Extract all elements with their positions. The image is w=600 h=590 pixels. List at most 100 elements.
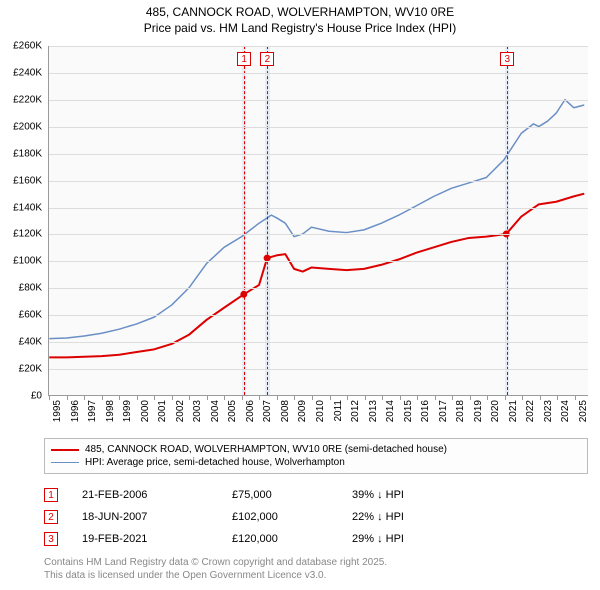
sale-price: £120,000 xyxy=(232,533,352,545)
x-axis-tick xyxy=(84,396,85,400)
series-line-hpi xyxy=(49,100,584,339)
sale-price: £102,000 xyxy=(232,511,352,523)
sale-index-box: 1 xyxy=(44,488,58,502)
y-axis-label: £140K xyxy=(0,202,42,213)
x-axis-tick xyxy=(312,396,313,400)
legend-swatch xyxy=(51,449,79,451)
x-axis-tick xyxy=(172,396,173,400)
gridline-horizontal xyxy=(49,208,588,209)
x-axis-tick xyxy=(470,396,471,400)
gridline-horizontal xyxy=(49,73,588,74)
table-row: 3 19-FEB-2021 £120,000 29% ↓ HPI xyxy=(44,528,472,550)
gridline-horizontal xyxy=(49,261,588,262)
sale-index-box: 2 xyxy=(44,510,58,524)
x-axis-tick xyxy=(137,396,138,400)
x-axis-label: 2013 xyxy=(368,400,379,422)
sale-diff: 22% ↓ HPI xyxy=(352,511,472,523)
sale-date: 18-JUN-2007 xyxy=(82,511,232,523)
x-axis-label: 2004 xyxy=(210,400,221,422)
sales-table: 1 21-FEB-2006 £75,000 39% ↓ HPI 2 18-JUN… xyxy=(44,484,472,550)
x-axis-label: 2022 xyxy=(525,400,536,422)
x-axis-tick xyxy=(575,396,576,400)
sale-diff: 29% ↓ HPI xyxy=(352,533,472,545)
y-axis-label: £60K xyxy=(0,310,42,321)
x-axis-tick xyxy=(522,396,523,400)
gridline-horizontal xyxy=(49,342,588,343)
footer-line-2: This data is licensed under the Open Gov… xyxy=(44,569,387,582)
x-axis-tick xyxy=(330,396,331,400)
x-axis-label: 2010 xyxy=(315,400,326,422)
x-axis-tick xyxy=(382,396,383,400)
gridline-horizontal xyxy=(49,46,588,47)
footer-line-1: Contains HM Land Registry data © Crown c… xyxy=(44,556,387,569)
x-axis-label: 2003 xyxy=(192,400,203,422)
x-axis-label: 2016 xyxy=(420,400,431,422)
marker-number-box: 2 xyxy=(260,52,274,66)
y-axis-label: £120K xyxy=(0,229,42,240)
x-axis-tick xyxy=(277,396,278,400)
table-row: 1 21-FEB-2006 £75,000 39% ↓ HPI xyxy=(44,484,472,506)
x-axis-tick xyxy=(67,396,68,400)
x-axis-label: 2012 xyxy=(350,400,361,422)
x-axis-label: 2014 xyxy=(385,400,396,422)
x-axis-tick xyxy=(242,396,243,400)
y-axis-label: £260K xyxy=(0,41,42,52)
series-line-price_paid xyxy=(49,194,584,358)
x-axis-tick xyxy=(557,396,558,400)
y-axis-label: £100K xyxy=(0,256,42,267)
x-axis-tick xyxy=(189,396,190,400)
y-axis-label: £160K xyxy=(0,175,42,186)
gridline-horizontal xyxy=(49,127,588,128)
sale-index-box: 3 xyxy=(44,532,58,546)
x-axis-tick xyxy=(294,396,295,400)
table-row: 2 18-JUN-2007 £102,000 22% ↓ HPI xyxy=(44,506,472,528)
x-axis-tick xyxy=(347,396,348,400)
plot-area: 123£0£20K£40K£60K£80K£100K£120K£140K£160… xyxy=(48,46,588,396)
y-axis-label: £240K xyxy=(0,67,42,78)
x-axis-label: 1999 xyxy=(122,400,133,422)
x-axis-label: 1997 xyxy=(87,400,98,422)
legend-label: HPI: Average price, semi-detached house,… xyxy=(85,457,345,468)
x-axis-label: 2008 xyxy=(280,400,291,422)
x-axis-label: 1996 xyxy=(70,400,81,422)
x-axis-label: 2006 xyxy=(245,400,256,422)
x-axis-tick xyxy=(505,396,506,400)
x-axis-tick xyxy=(119,396,120,400)
x-axis-tick xyxy=(417,396,418,400)
gridline-horizontal xyxy=(49,100,588,101)
x-axis-tick xyxy=(365,396,366,400)
y-axis-label: £20K xyxy=(0,364,42,375)
x-axis-label: 2019 xyxy=(473,400,484,422)
gridline-horizontal xyxy=(49,369,588,370)
x-axis-tick xyxy=(400,396,401,400)
chart-container: 485, CANNOCK ROAD, WOLVERHAMPTON, WV10 0… xyxy=(0,0,600,590)
legend: 485, CANNOCK ROAD, WOLVERHAMPTON, WV10 0… xyxy=(44,438,588,474)
title-line-2: Price paid vs. HM Land Registry's House … xyxy=(0,20,600,36)
y-axis-label: £180K xyxy=(0,148,42,159)
x-axis-tick xyxy=(49,396,50,400)
x-axis-tick xyxy=(102,396,103,400)
x-axis-label: 2011 xyxy=(333,400,344,422)
legend-item-price-paid: 485, CANNOCK ROAD, WOLVERHAMPTON, WV10 0… xyxy=(51,443,581,456)
x-axis-label: 2018 xyxy=(455,400,466,422)
x-axis-tick xyxy=(259,396,260,400)
x-axis-label: 1995 xyxy=(52,400,63,422)
gridline-horizontal xyxy=(49,181,588,182)
sale-date: 19-FEB-2021 xyxy=(82,533,232,545)
title-line-1: 485, CANNOCK ROAD, WOLVERHAMPTON, WV10 0… xyxy=(0,4,600,20)
x-axis-label: 2002 xyxy=(175,400,186,422)
x-axis-label: 2007 xyxy=(262,400,273,422)
gridline-horizontal xyxy=(49,234,588,235)
sale-date: 21-FEB-2006 xyxy=(82,489,232,501)
x-axis-label: 2024 xyxy=(560,400,571,422)
y-axis-label: £80K xyxy=(0,283,42,294)
legend-label: 485, CANNOCK ROAD, WOLVERHAMPTON, WV10 0… xyxy=(85,444,447,455)
x-axis-label: 2021 xyxy=(508,400,519,422)
x-axis-label: 2005 xyxy=(227,400,238,422)
y-axis-label: £200K xyxy=(0,121,42,132)
marker-number-box: 3 xyxy=(500,52,514,66)
legend-swatch xyxy=(51,462,79,463)
x-axis-tick xyxy=(435,396,436,400)
gridline-horizontal xyxy=(49,288,588,289)
x-axis-label: 2017 xyxy=(438,400,449,422)
